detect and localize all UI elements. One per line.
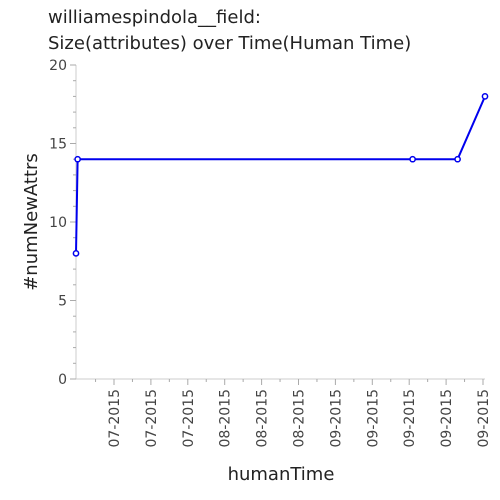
x-tick-label: 08-2015 bbox=[255, 389, 271, 448]
chart-title-line-2: Size(attributes) over Time(Human Time) bbox=[48, 33, 412, 54]
y-tick-label: 0 bbox=[58, 372, 67, 388]
x-tick-label: 07-2015 bbox=[181, 389, 197, 448]
y-axis-label: #numNewAttrs bbox=[21, 153, 42, 291]
axes: 0 5 10 15 20 07-2015 07-2015 07-2015 08-2015 08-2… bbox=[49, 58, 492, 448]
x-tick-label: 07-2015 bbox=[107, 389, 123, 448]
x-tick-label: 09-2015 bbox=[402, 389, 418, 448]
x-tick-label: 08-2015 bbox=[292, 389, 308, 448]
series-layer bbox=[72, 93, 489, 257]
data-point bbox=[409, 155, 416, 163]
data-point bbox=[72, 250, 80, 257]
x-tick-label: 09-2015 bbox=[328, 389, 344, 448]
data-point bbox=[481, 93, 489, 100]
y-tick-label: 15 bbox=[49, 137, 67, 153]
x-tick-label: 09-2015 bbox=[365, 389, 381, 448]
x-tick-label: 09-2015 bbox=[476, 389, 492, 448]
data-point bbox=[74, 155, 81, 163]
x-axis-label: humanTime bbox=[228, 464, 335, 485]
y-tick-label: 20 bbox=[49, 58, 67, 74]
chart-title-line-1: williamespindola__field: bbox=[48, 7, 261, 28]
x-tick-label: 09-2015 bbox=[439, 389, 455, 448]
y-tick-label: 10 bbox=[49, 215, 67, 231]
data-point bbox=[454, 155, 461, 163]
x-tick-label: 08-2015 bbox=[218, 389, 234, 448]
x-tick-label: 07-2015 bbox=[144, 389, 160, 448]
y-tick-label: 5 bbox=[58, 294, 67, 310]
series-line bbox=[75, 96, 486, 254]
